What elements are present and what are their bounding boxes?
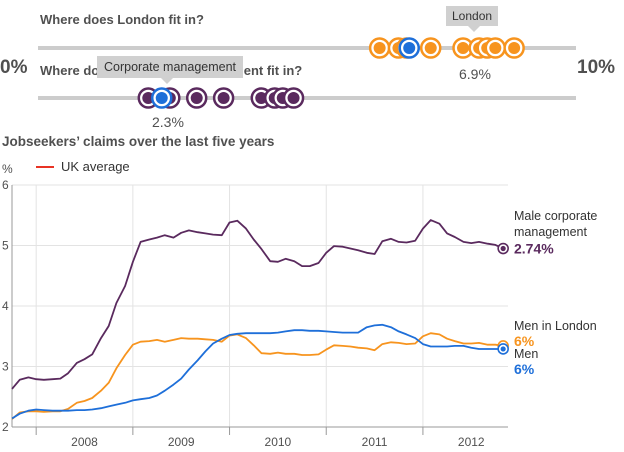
x-tick-label: 2009	[168, 435, 195, 449]
dot-core	[424, 42, 437, 54]
london-value-label: 6.9%	[459, 66, 491, 82]
men-end-marker	[500, 346, 506, 352]
y-axis-unit: %	[2, 162, 13, 176]
male-corporate-management-end-marker	[500, 245, 506, 252]
y-tick-label: 3	[2, 360, 9, 374]
y-tick-label: 4	[2, 299, 9, 313]
comparison-dot[interactable]	[484, 37, 507, 59]
x-tick-label: 2012	[458, 435, 485, 449]
corporate-tooltip-arrow	[161, 78, 173, 84]
men-label: Men	[514, 347, 538, 361]
dot-core	[217, 92, 230, 104]
dot-core	[457, 42, 470, 54]
london-track	[38, 46, 576, 50]
dot-core	[287, 92, 300, 104]
highlighted-dot[interactable]	[398, 37, 420, 59]
dot-core	[142, 92, 155, 104]
chart-legend: UK average	[36, 159, 130, 174]
line-chart: 2 3 4 5 6 2008 2009 2010 2011 2012 Male corporate m…	[2, 178, 597, 449]
male-corporate-management-label: Male corporate	[514, 209, 597, 223]
comparison-dot[interactable]	[282, 87, 305, 109]
uk-average-legend-label: UK average	[61, 159, 130, 174]
corporate-tooltip-label: Corporate management	[97, 56, 244, 78]
uk-average-legend-swatch	[36, 165, 54, 168]
comparison-dot[interactable]	[503, 37, 525, 59]
x-tick-label: 2008	[71, 435, 98, 449]
chart-title: Jobseekers’ claims over the last five ye…	[2, 134, 275, 149]
comparison-dot[interactable]	[452, 37, 474, 59]
london-dots	[368, 37, 525, 59]
highlighted-dot[interactable]	[150, 87, 173, 109]
london-tooltip-label: London	[446, 6, 499, 26]
y-tick-label: 2	[2, 420, 9, 434]
corporate-tooltip: Corporate management	[97, 56, 244, 84]
y-tick-label: 6	[2, 178, 9, 192]
dot-core	[255, 92, 268, 104]
dot-core	[403, 42, 416, 54]
corporate-track	[38, 96, 576, 100]
dot-core	[190, 92, 203, 104]
dot-core	[373, 42, 386, 54]
dot-core	[155, 92, 168, 104]
male-corporate-management-value-label: 2.74%	[514, 241, 554, 257]
men-in-london-value-label: 6%	[514, 333, 535, 349]
corporate-dots	[137, 87, 305, 109]
comparison-dot[interactable]	[185, 87, 208, 109]
scale-min-label: 0%	[0, 57, 28, 78]
london-fit-title: Where does London fit in?	[40, 12, 204, 27]
comparison-dot[interactable]	[368, 37, 391, 59]
men-in-london-label: Men in London	[514, 319, 597, 333]
corporate-value-label: 2.3%	[152, 114, 184, 130]
y-tick-label: 5	[2, 239, 9, 253]
male-corporate-management-line	[11, 219, 504, 390]
dot-core	[489, 42, 502, 54]
dot-core	[508, 42, 521, 54]
men-line	[11, 323, 504, 420]
x-tick-label: 2010	[265, 435, 292, 449]
men-value-label: 6%	[514, 361, 535, 377]
male-corporate-management-label: management	[514, 225, 587, 239]
comparison-dot[interactable]	[419, 37, 442, 59]
x-tick-label: 2011	[362, 435, 388, 449]
london-tooltip: London	[446, 6, 499, 32]
comparison-dot[interactable]	[212, 87, 235, 109]
london-tooltip-arrow	[468, 26, 480, 32]
men-in-london-line	[11, 332, 504, 420]
scale-max-label: 10%	[577, 57, 616, 78]
